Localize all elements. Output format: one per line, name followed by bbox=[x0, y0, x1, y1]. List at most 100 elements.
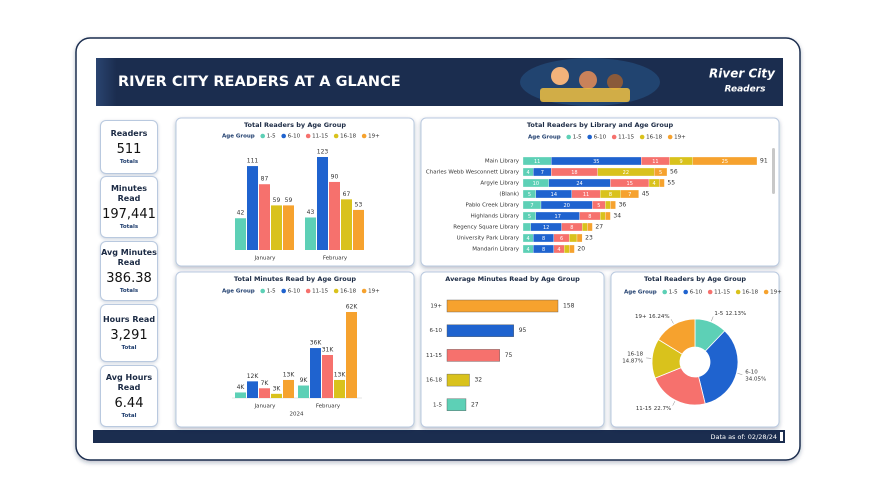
segment-label: 22 bbox=[623, 170, 629, 176]
y-tick-label: 6-10 bbox=[430, 328, 443, 334]
legend-swatch bbox=[361, 133, 367, 139]
kpi-value: 6.44 bbox=[114, 396, 144, 411]
kpi-label: Minutes Read bbox=[110, 184, 148, 203]
legend-label: 6-10 bbox=[288, 289, 301, 295]
legend-swatch bbox=[587, 134, 592, 140]
kpi-card: Readers 511 Totals bbox=[100, 120, 158, 174]
bar-segment bbox=[569, 233, 578, 243]
bar-segment bbox=[576, 233, 583, 243]
data-label: 7K bbox=[261, 380, 270, 387]
kpi-label: Avg Minutes Read bbox=[101, 248, 157, 267]
bar-segment bbox=[587, 222, 593, 232]
chart-title: Total Readers by Age Group bbox=[244, 121, 346, 129]
bar bbox=[341, 199, 352, 250]
leader-line bbox=[670, 319, 674, 324]
y-tick-label: Pablo Creek Library bbox=[466, 203, 520, 209]
data-label: 36K bbox=[310, 340, 323, 347]
data-label: 43 bbox=[307, 209, 315, 216]
data-label: 9K bbox=[300, 377, 309, 384]
legend-label: 16-18 bbox=[340, 134, 356, 140]
legend-title: Age Group bbox=[528, 135, 561, 141]
y-tick-label: (Blank) bbox=[499, 192, 519, 198]
slice-category: 6-10 bbox=[745, 369, 758, 375]
legend-swatch bbox=[735, 289, 741, 295]
bar bbox=[322, 355, 333, 398]
y-tick-label: Highlands Library bbox=[471, 214, 520, 220]
y-tick-label: 11-15 bbox=[426, 353, 442, 359]
bar bbox=[271, 393, 282, 398]
bar bbox=[329, 181, 340, 250]
legend-swatch bbox=[611, 134, 617, 140]
legend-swatch bbox=[683, 289, 688, 295]
data-label: 87 bbox=[261, 176, 269, 183]
legend-swatch bbox=[707, 289, 713, 295]
data-label: 62K bbox=[346, 304, 359, 311]
y-tick-label: 1-5 bbox=[433, 402, 442, 408]
kpi-unit: Totals bbox=[119, 288, 139, 294]
bar bbox=[283, 205, 294, 250]
y-tick-label: Charles Webb Wesconnett Library bbox=[426, 170, 520, 176]
data-label: 3K bbox=[273, 385, 282, 392]
data-label: 27 bbox=[471, 401, 479, 408]
footer-marker bbox=[780, 432, 783, 441]
data-label: 59 bbox=[273, 197, 281, 204]
legend-swatch bbox=[763, 289, 769, 295]
segment-label: 35 bbox=[593, 159, 599, 165]
data-label: 95 bbox=[519, 327, 527, 334]
data-label: 158 bbox=[563, 303, 575, 310]
kpi-value: 3,291 bbox=[110, 328, 148, 343]
footer-bar bbox=[93, 430, 785, 443]
logo: Readers bbox=[724, 85, 766, 95]
y-tick-label: 16-18 bbox=[426, 378, 442, 384]
leader-line bbox=[737, 373, 743, 375]
panel bbox=[175, 117, 415, 267]
data-label: 4K bbox=[237, 384, 246, 391]
kpi-value: 197,441 bbox=[102, 207, 156, 222]
kpi-label: Avg Hours Read bbox=[105, 373, 153, 392]
y-tick-label: University Park Library bbox=[457, 236, 520, 242]
slice-value: 12.13% bbox=[725, 311, 746, 317]
legend-label: 6-10 bbox=[690, 290, 703, 296]
legend-swatch bbox=[305, 133, 311, 139]
legend-swatch bbox=[260, 288, 266, 294]
legend-label: 16-18 bbox=[646, 135, 662, 141]
bar bbox=[298, 385, 309, 398]
kpi-label: Readers bbox=[110, 129, 148, 138]
total-label: 56 bbox=[670, 169, 678, 176]
segment-label: 5 bbox=[659, 170, 662, 176]
bar bbox=[317, 157, 328, 250]
x-axis-label: 2024 bbox=[290, 412, 304, 418]
bar bbox=[259, 184, 270, 250]
segment-label: 11 bbox=[534, 159, 540, 165]
legend-label: 11-15 bbox=[618, 135, 634, 141]
bar bbox=[271, 205, 282, 250]
legend-swatch bbox=[639, 134, 645, 140]
bar-segment bbox=[692, 156, 758, 166]
segment-label: 5 bbox=[528, 192, 531, 198]
legend-swatch bbox=[361, 288, 367, 294]
chart-title: Average Minutes Read by Age Group bbox=[445, 275, 580, 283]
kpi-card: Avg Minutes Read 386.38 Totals bbox=[100, 241, 158, 301]
chart-title: Total Readers by Age Group bbox=[644, 275, 746, 283]
segment-label: 15 bbox=[627, 181, 633, 187]
leader-line bbox=[672, 401, 676, 406]
kpi-label: Hours Read bbox=[102, 315, 156, 324]
legend-title: Age Group bbox=[222, 289, 255, 295]
segment-label: 6 bbox=[560, 236, 563, 242]
legend-label: 11-15 bbox=[714, 290, 730, 296]
data-label: 90 bbox=[331, 173, 339, 180]
header-title: RIVER CITY READERS AT A GLANCE bbox=[118, 74, 401, 90]
legend-swatch bbox=[333, 133, 339, 139]
bar bbox=[353, 209, 364, 250]
bar bbox=[283, 379, 294, 398]
segment-label: 4 bbox=[527, 236, 530, 242]
total-label: 91 bbox=[760, 158, 768, 165]
legend-swatch bbox=[281, 288, 286, 294]
segment-label: 8 bbox=[570, 225, 573, 231]
legend-title: Age Group bbox=[624, 290, 657, 296]
data-label: 67 bbox=[343, 191, 351, 198]
legend-label: 6-10 bbox=[594, 135, 607, 141]
y-tick-label: Regency Square Library bbox=[453, 225, 519, 231]
legend-label: 6-10 bbox=[288, 134, 301, 140]
bar-segment bbox=[522, 222, 531, 232]
